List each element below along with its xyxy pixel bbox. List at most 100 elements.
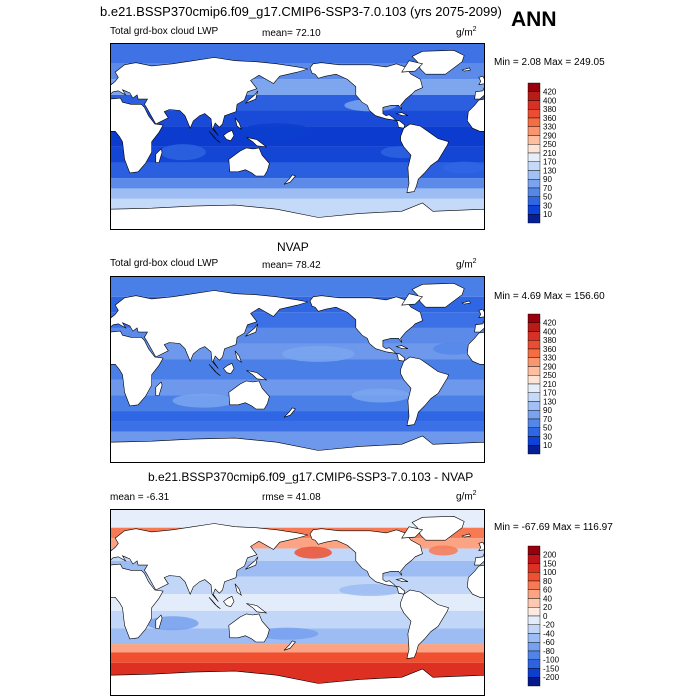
- panel2-minmax-label: Min = 4.69 Max = 156.60: [494, 291, 605, 302]
- colorbar-level-label: 70: [543, 415, 552, 424]
- colorbar-level-label: 380: [543, 336, 557, 345]
- colorbar-swatch: [527, 357, 541, 367]
- colorbar-level-label: 150: [543, 559, 557, 568]
- colorbar-swatch: [527, 152, 541, 162]
- colorbar-level-label: -150: [543, 664, 560, 673]
- colorbar-swatch: [527, 436, 541, 446]
- colorbar-swatch: [527, 554, 541, 564]
- colorbar-level-label: 30: [543, 432, 552, 441]
- colorbar-swatch: [527, 205, 541, 215]
- colorbar-swatch: [527, 340, 541, 350]
- colorbar-level-label: 10: [543, 210, 552, 219]
- panel3-mean-label: mean = -6.31: [110, 492, 170, 503]
- colorbar-swatch: [527, 91, 541, 101]
- panel2-mean-label: mean= 78.42: [262, 260, 321, 271]
- colorbar-level-label: -40: [543, 629, 555, 638]
- figure-title: b.e21.BSSP370cmip6.f09_g17.CMIP6-SSP3-7.…: [100, 4, 502, 19]
- colorbar-level-label: 400: [543, 96, 557, 105]
- colorbar-swatch: [527, 445, 541, 455]
- panel3-units-label: g/m2: [456, 490, 477, 503]
- colorbar-level-label: 290: [543, 131, 557, 140]
- colorbar-swatch: [527, 401, 541, 411]
- colorbar-level-label: 100: [543, 568, 557, 577]
- colorbar-level-label: 360: [543, 345, 557, 354]
- colorbar-swatch: [527, 170, 541, 180]
- colorbar-level-label: 420: [543, 319, 557, 328]
- panel1-variable-label: Total grd-box cloud LWP: [110, 26, 219, 37]
- colorbar-swatch: [527, 383, 541, 393]
- panel2-units-label: g/m2: [456, 258, 477, 271]
- colorbar-level-label: 90: [543, 175, 552, 184]
- colorbar-swatch: [527, 144, 541, 154]
- colorbar-swatch: [527, 642, 541, 652]
- colorbar-level-label: 170: [543, 389, 557, 398]
- colorbar-swatch: [527, 82, 541, 92]
- colorbar-swatch: [527, 187, 541, 197]
- colorbar-swatch: [527, 633, 541, 643]
- colorbar-level-label: 170: [543, 158, 557, 167]
- colorbar-swatch: [527, 109, 541, 119]
- colorbar-level-label: 50: [543, 193, 552, 202]
- colorbar-swatch: [527, 100, 541, 110]
- colorbar-swatch: [527, 589, 541, 599]
- panel2-variable-label: Total grd-box cloud LWP: [110, 258, 219, 269]
- colorbar-level-label: 420: [543, 88, 557, 97]
- colorbar-swatch: [527, 650, 541, 660]
- colorbar-swatch: [527, 659, 541, 669]
- colorbar-level-label: 360: [543, 114, 557, 123]
- colorbar-level-label: 330: [543, 123, 557, 132]
- colorbar-level-label: 290: [543, 362, 557, 371]
- colorbar-swatch: [527, 598, 541, 608]
- colorbar-level-label: 50: [543, 424, 552, 433]
- panel1-minmax-label: Min = 2.08 Max = 249.05: [494, 57, 605, 68]
- panel3-map: [110, 509, 485, 696]
- colorbar-swatch: [527, 161, 541, 171]
- colorbar-swatch: [527, 135, 541, 145]
- colorbar-swatch: [527, 322, 541, 332]
- colorbar-level-label: 70: [543, 184, 552, 193]
- panel1-map: [110, 43, 485, 230]
- colorbar-swatch: [527, 366, 541, 376]
- panel3-rmse-label: rmse = 41.08: [262, 492, 321, 503]
- colorbar-swatch: [527, 677, 541, 687]
- panel3-colorbar: 200150100806040200-20-40-60-80-100-150-2…: [527, 545, 560, 687]
- colorbar-level-label: 200: [543, 551, 557, 560]
- colorbar-level-label: 380: [543, 105, 557, 114]
- colorbar-level-label: 330: [543, 354, 557, 363]
- colorbar-level-label: 40: [543, 594, 552, 603]
- colorbar-level-label: -200: [543, 673, 560, 682]
- colorbar-swatch: [527, 624, 541, 634]
- colorbar-swatch: [527, 392, 541, 402]
- panel1-units-label: g/m2: [456, 26, 477, 39]
- colorbar-level-label: 210: [543, 380, 557, 389]
- colorbar-level-label: -60: [543, 638, 555, 647]
- colorbar-swatch: [527, 375, 541, 385]
- panel3-title: b.e21.BSSP370cmip6.f09_g17.CMIP6-SSP3-7.…: [148, 470, 474, 484]
- colorbar-level-label: 80: [543, 577, 552, 586]
- colorbar-swatch: [527, 580, 541, 590]
- colorbar-level-label: 250: [543, 140, 557, 149]
- colorbar-swatch: [527, 418, 541, 428]
- colorbar-level-label: 400: [543, 327, 557, 336]
- colorbar-level-label: 250: [543, 371, 557, 380]
- colorbar-level-label: 0: [543, 612, 548, 621]
- colorbar-level-label: 60: [543, 586, 552, 595]
- colorbar-level-label: 30: [543, 201, 552, 210]
- colorbar-swatch: [527, 179, 541, 189]
- panel1-mean-label: mean= 72.10: [262, 28, 321, 39]
- colorbar-swatch: [527, 427, 541, 437]
- colorbar-swatch: [527, 615, 541, 625]
- colorbar-level-label: -100: [543, 656, 560, 665]
- colorbar-level-label: -20: [543, 621, 555, 630]
- colorbar-swatch: [527, 313, 541, 323]
- colorbar-swatch: [527, 126, 541, 136]
- colorbar-level-label: 210: [543, 149, 557, 158]
- colorbar-swatch: [527, 572, 541, 582]
- panel2-title: NVAP: [277, 240, 309, 254]
- colorbar-level-label: 20: [543, 603, 552, 612]
- colorbar-level-label: 10: [543, 441, 552, 450]
- panel2-map: [110, 276, 485, 463]
- colorbar-swatch: [527, 545, 541, 555]
- colorbar-level-label: 130: [543, 166, 557, 175]
